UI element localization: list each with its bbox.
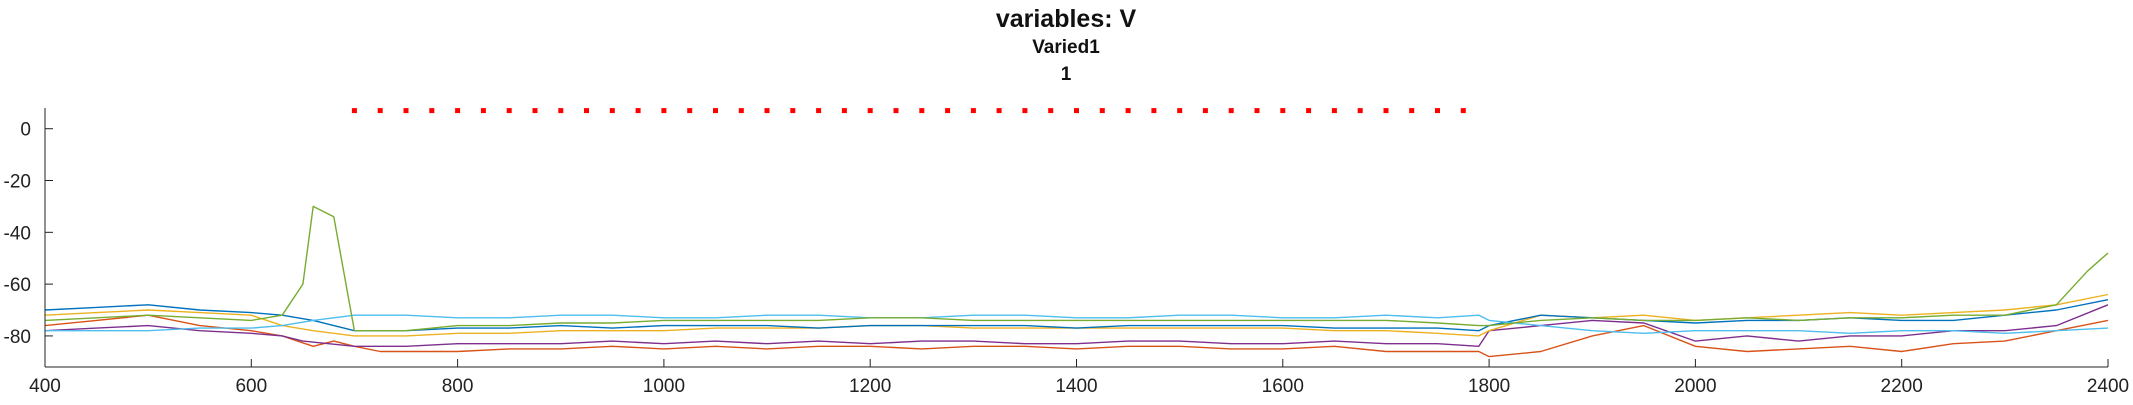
stimulus-marker-24 [945,108,951,114]
stimulus-marker-1 [351,108,357,114]
stimulus-marker-17 [764,108,770,114]
stimulus-marker-2 [377,108,383,114]
stimulus-marker-13 [661,108,667,114]
stimulus-marker-5 [455,108,461,114]
stimulus-marker-38 [1306,108,1312,114]
stimulus-marker-26 [996,108,1002,114]
x-tick-label-1800: 1800 [1468,376,1510,397]
stimulus-marker-28 [1048,108,1054,114]
chart-subtitle: Varied1 [1032,37,1100,58]
stimulus-marker-20 [841,108,847,114]
y-tick-label--20: -20 [4,172,31,193]
stimulus-marker-25 [970,108,976,114]
x-tick-label-800: 800 [442,376,474,397]
series-line-6 [44,205,2109,332]
stimulus-marker-35 [1228,108,1234,114]
x-tick-label-2200: 2200 [1881,376,1923,397]
stimulus-marker-12 [635,108,641,114]
series-line-2 [44,304,2109,347]
stimulus-markers [351,108,1466,114]
stimulus-marker-33 [1177,108,1183,114]
stimulus-marker-7 [506,108,512,114]
x-tick-label-1200: 1200 [849,376,891,397]
x-tick-label-400: 400 [29,376,61,397]
plot-area [44,205,2109,358]
stimulus-marker-42 [1409,108,1415,114]
stimulus-marker-22 [893,108,899,114]
stimulus-marker-8 [532,108,538,114]
stimulus-marker-14 [687,108,693,114]
y-tick-label--80: -80 [4,327,31,348]
x-tick-label-1000: 1000 [643,376,685,397]
stimulus-marker-10 [584,108,589,114]
y-tick-label--60: -60 [4,275,31,296]
stimulus-marker-41 [1383,108,1389,114]
chart-subtitle-index: 1 [1061,64,1072,85]
x-tick-label-2000: 2000 [1674,376,1716,397]
stimulus-marker-30 [1099,108,1105,114]
stimulus-marker-19 [816,108,822,114]
stimulus-marker-34 [1202,108,1208,114]
stimulus-marker-11 [609,108,615,114]
stimulus-marker-3 [403,108,409,114]
stimulus-marker-6 [480,108,486,114]
stimulus-marker-40 [1357,108,1363,114]
stimulus-marker-27 [1022,108,1028,114]
axes: 400 600 800 1000 1200 1400 1600 1800 2000 2200 240… [4,108,2129,397]
stimulus-marker-43 [1435,108,1440,114]
series-line-5 [45,314,2109,334]
x-tick-label-2400: 2400 [2087,376,2129,397]
stimulus-marker-9 [558,108,564,114]
stimulus-marker-36 [1254,108,1260,114]
stimulus-marker-37 [1280,108,1286,114]
x-tick-label-1400: 1400 [1055,376,1097,397]
stimulus-marker-18 [790,108,796,114]
stimulus-marker-29 [1074,108,1079,114]
stimulus-marker-23 [919,108,925,114]
stimulus-marker-21 [867,108,873,114]
stimulus-marker-39 [1331,108,1337,114]
stimulus-marker-4 [429,108,435,114]
series-line-1 [44,314,2109,358]
stimulus-marker-31 [1125,108,1131,114]
x-tick-label-1600: 1600 [1262,376,1304,397]
y-tick-label--40: -40 [4,223,31,244]
stimulus-marker-32 [1151,108,1157,114]
y-tick-label-0: 0 [20,120,31,141]
stimulus-marker-15 [713,108,718,114]
stimulus-marker-16 [738,108,744,114]
stimulus-marker-44 [1460,108,1466,114]
x-tick-label-600: 600 [235,376,267,397]
chart-title: variables: V [996,5,1137,33]
